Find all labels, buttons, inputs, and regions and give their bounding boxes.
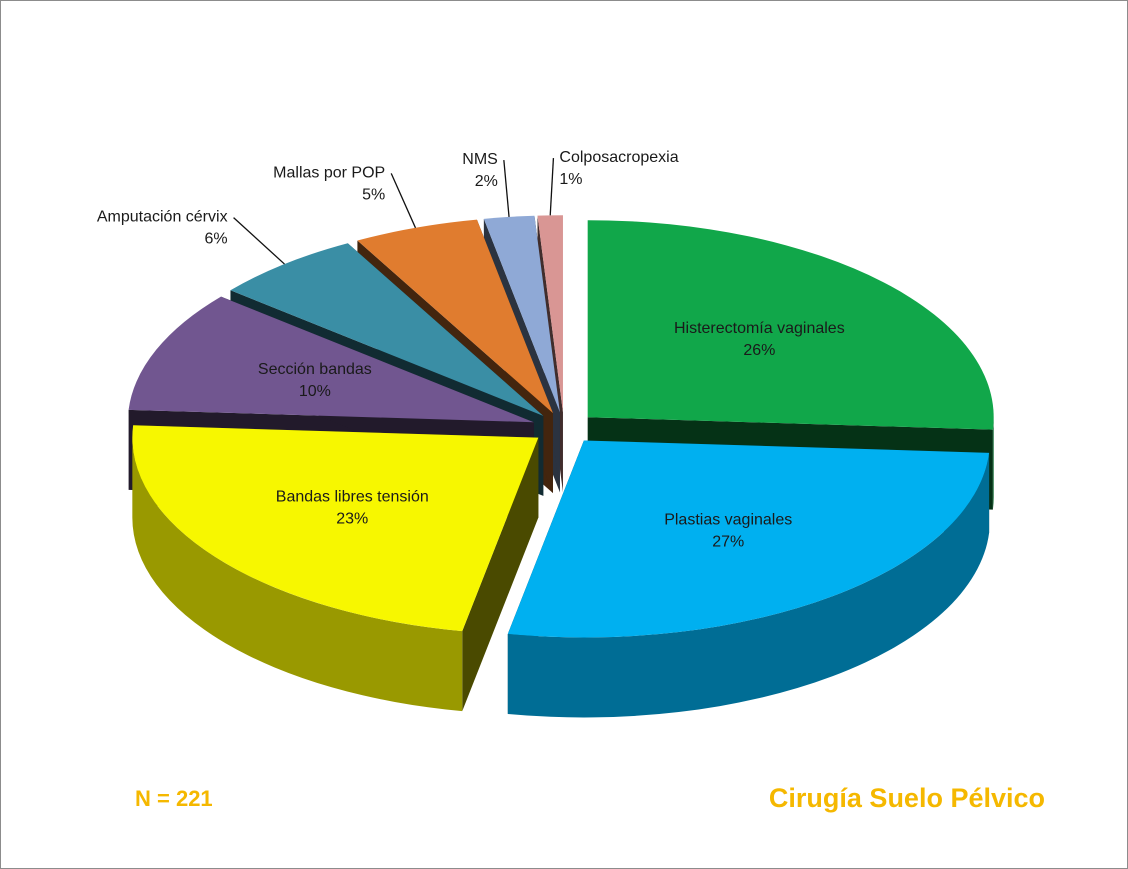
value-label: 5%	[362, 187, 385, 204]
category-label: Colposacropexia	[559, 149, 678, 166]
slice-label: Histerectomía vaginales 26%	[674, 320, 845, 359]
slice-label: Plastias vaginales 27%	[664, 512, 792, 551]
slice-wall	[507, 452, 990, 718]
slice-label: NMS 2%	[462, 151, 498, 190]
slice	[132, 425, 539, 712]
category-label: Amputación cérvix	[97, 209, 228, 226]
slice-label: Colposacropexia 1%	[559, 149, 678, 188]
slice	[507, 440, 990, 718]
slice-label: Amputación cérvix 6%	[97, 209, 228, 248]
category-label: Histerectomía vaginales	[674, 320, 845, 337]
value-label: 1%	[559, 171, 582, 188]
slice-top	[507, 440, 990, 638]
category-label: Mallas por POP	[273, 165, 385, 182]
slice-top	[128, 296, 534, 423]
slice-wall	[992, 417, 994, 510]
category-label: Bandas libres tensión	[276, 489, 429, 506]
labels: Histerectomía vaginales 26% Plastias vagin…	[97, 149, 845, 551]
category-label: NMS	[462, 151, 498, 168]
slice-label: Mallas por POP 5%	[273, 165, 385, 204]
value-label: 2%	[475, 173, 498, 190]
annotation: N = 221	[135, 786, 213, 811]
slice-top	[537, 215, 563, 413]
slice-wall	[132, 437, 463, 712]
slice-top	[483, 215, 560, 413]
slice-label: Bandas libres tensión 23%	[276, 489, 429, 528]
chart-title: Cirugía Suelo Pélvico	[769, 783, 1045, 813]
value-label: 27%	[712, 534, 744, 551]
value-label: 10%	[299, 383, 331, 400]
leader-line	[390, 173, 417, 229]
slice-label: Sección bandas 10%	[258, 361, 372, 400]
slice-top	[132, 425, 539, 632]
leader-line	[503, 159, 510, 217]
value-label: 23%	[336, 511, 368, 528]
category-label: Plastias vaginales	[664, 512, 792, 529]
leader-line	[233, 217, 285, 265]
category-label: Sección bandas	[258, 361, 372, 378]
leader-line	[549, 158, 555, 216]
value-label: 6%	[204, 231, 227, 248]
value-label: 26%	[743, 342, 775, 359]
slice-top	[230, 243, 544, 416]
pie	[128, 215, 994, 718]
slice-top	[587, 220, 994, 430]
slice-top	[357, 219, 553, 414]
